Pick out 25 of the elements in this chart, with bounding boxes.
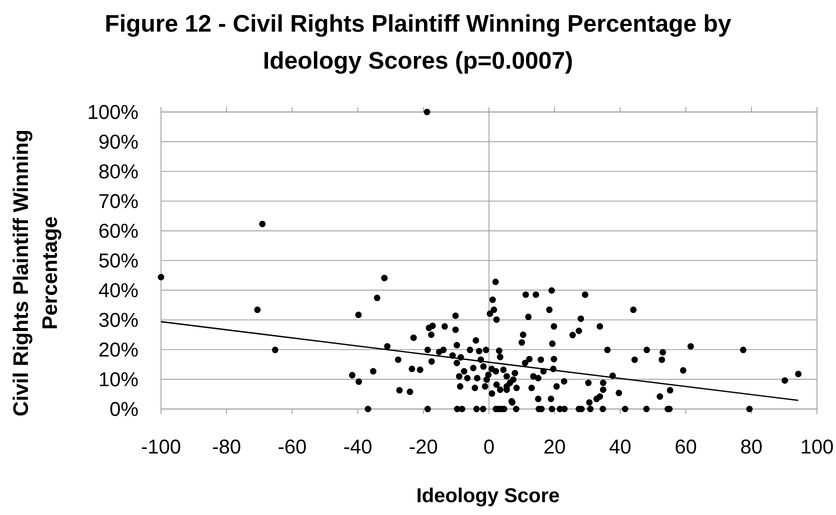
x-tick-label: -40 [344,440,372,454]
chart-title: Figure 12 - Civil Rights Plaintiff Winning Percentage by Ideology Scores (p=0.0007) [106,14,732,74]
y-tick-label: 40% [98,283,138,298]
x-tick-label: 60 [676,440,696,454]
x-tick-label: 100 [802,440,833,454]
y-tick-label: 80% [99,164,138,178]
y-tick-label: 30% [99,312,138,327]
x-tick-label: 0 [484,440,494,454]
y-tick-label: 60% [99,224,138,238]
x-tick-label: -20 [410,440,438,454]
y-tick-label: 20% [99,342,138,357]
y-tick-label: 0% [110,402,138,416]
y-axis-title: Civil Rights Plaintiff Winning Percentage [12,130,62,416]
y-tick-label: 90% [99,134,138,149]
x-axis-title: Ideology Score [418,488,560,506]
x-tick-label: 80 [741,440,762,454]
x-tick-label: 40 [610,440,631,454]
x-tick-label: -100 [142,440,180,454]
x-tick-label: 20 [544,440,565,454]
y-tick-label: 100% [88,104,138,120]
y-tick-label: 10% [100,372,138,386]
y-tick-label: 50% [99,253,138,268]
x-tick-label: -60 [278,440,306,454]
x-tick-label: -80 [213,440,240,454]
y-tick-label: 70% [99,194,138,208]
